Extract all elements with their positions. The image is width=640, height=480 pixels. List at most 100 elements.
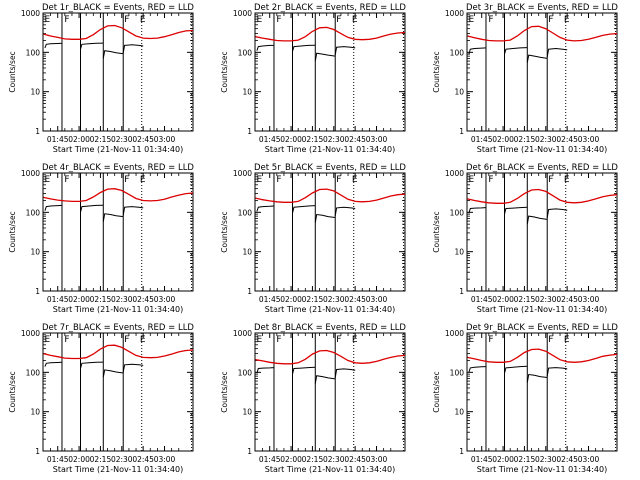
series-line-events: [102, 213, 124, 222]
panel-title: Det 4r_BLACK = Events, RED = LLD: [42, 163, 194, 173]
x-tick-label: 02:30: [323, 295, 345, 304]
marker-label: F: [124, 335, 129, 345]
x-tick-label: 02:00: [280, 455, 302, 464]
x-tick-label: 03:00: [366, 295, 388, 304]
marker-label: E: [468, 15, 474, 25]
y-tick-label: 100: [26, 48, 41, 57]
series-line-events: [468, 47, 487, 55]
panel-title: Det 8r_BLACK = Events, RED = LLD: [254, 323, 406, 333]
y-tick-label: 100: [450, 208, 465, 217]
panel-title: Det 7r_BLACK = Events, RED = LLD: [42, 323, 194, 333]
series-line-events: [292, 366, 316, 375]
x-axis-label: Start Time (21-Nov-11 01:34:40): [265, 465, 395, 474]
marker-label: E: [256, 15, 262, 25]
plot-frame: [42, 332, 194, 452]
series-line-lld: [255, 188, 406, 203]
marker-label: E: [44, 15, 50, 25]
y-tick-label: 10: [30, 88, 40, 97]
x-tick-label: 01:45: [47, 135, 69, 144]
marker-label: F: [548, 15, 553, 25]
series-line-lld: [43, 24, 194, 40]
x-tick-label: 02:45: [132, 295, 154, 304]
y-axis-label: Counts/sec: [220, 371, 229, 412]
x-axis-label: Start Time (21-Nov-11 01:34:40): [53, 145, 183, 154]
series-line-lld: [255, 349, 406, 365]
x-tick-label: 02:45: [344, 455, 366, 464]
marker-label: E: [352, 175, 358, 185]
panel-title: Det 5r_BLACK = Events, RED = LLD: [254, 163, 406, 173]
x-tick-label: 03:00: [578, 295, 600, 304]
marker-label: F: [64, 175, 69, 185]
y-tick-label: 100: [238, 48, 253, 57]
detector-panel-6: Det 6r_BLACK = Events, RED = LLD 1 10 100 10…: [432, 163, 618, 314]
panel-title: Det 3r_BLACK = Events, RED = LLD: [466, 3, 618, 13]
marker-label: F: [336, 15, 341, 25]
y-tick-label: 1: [459, 447, 464, 456]
series-line-lld: [43, 344, 194, 360]
x-tick-label: 03:00: [578, 135, 600, 144]
plot-frame: [466, 332, 618, 452]
marker-label: E: [564, 15, 570, 25]
marker-label: F: [548, 335, 553, 345]
panel-title: Det 6r_BLACK = Events, RED = LLD: [466, 163, 618, 173]
marker-label: F: [64, 15, 69, 25]
x-tick-label: 02:30: [535, 135, 557, 144]
x-axis-label: Start Time (21-Nov-11 01:34:40): [477, 145, 607, 154]
y-tick-label: 10: [242, 248, 252, 257]
x-tick-label: 03:00: [154, 295, 176, 304]
y-tick-label: 1000: [233, 169, 252, 178]
x-axis-label: Start Time (21-Nov-11 01:34:40): [265, 305, 395, 314]
x-tick-label: 03:00: [154, 135, 176, 144]
y-tick-label: 100: [450, 48, 465, 57]
x-tick-label: 02:15: [302, 455, 324, 464]
y-tick-label: 100: [238, 368, 253, 377]
series-line-events: [526, 54, 548, 63]
plot-frame: [466, 172, 618, 292]
y-tick-label: 10: [454, 248, 464, 257]
x-tick-label: 02:00: [492, 455, 514, 464]
x-tick-label: 01:45: [471, 135, 493, 144]
marker-label: F: [124, 175, 129, 185]
x-tick-label: 03:00: [366, 135, 388, 144]
x-tick-label: 02:30: [323, 455, 345, 464]
series-line-lld: [467, 25, 618, 42]
series-line-events: [468, 207, 487, 214]
series-line-events: [256, 367, 275, 374]
x-tick-label: 02:00: [68, 135, 90, 144]
y-tick-label: 100: [26, 208, 41, 217]
marker-label: E: [564, 175, 570, 185]
marker-label: E: [140, 15, 146, 25]
x-tick-label: 02:15: [514, 135, 536, 144]
y-tick-label: 1: [35, 287, 40, 296]
x-axis-label: Start Time (21-Nov-11 01:34:40): [477, 305, 607, 314]
y-tick-label: 1000: [21, 169, 40, 178]
x-tick-label: 02:00: [280, 295, 302, 304]
marker-label: E: [352, 15, 358, 25]
series-line-lld: [255, 26, 406, 42]
marker-label: F: [276, 335, 281, 345]
y-tick-label: 10: [242, 408, 252, 417]
series-line-events: [292, 44, 316, 52]
marker-label: E: [140, 175, 146, 185]
x-tick-label: 03:00: [154, 455, 176, 464]
series-line-events: [80, 42, 104, 50]
x-tick-label: 02:15: [302, 135, 324, 144]
y-tick-label: 10: [30, 248, 40, 257]
panel-title: Det 9r_BLACK = Events, RED = LLD: [466, 323, 618, 333]
y-tick-label: 10: [30, 408, 40, 417]
y-tick-label: 100: [238, 208, 253, 217]
x-tick-label: 02:15: [514, 455, 536, 464]
y-tick-label: 1: [247, 127, 252, 136]
y-tick-label: 100: [450, 368, 465, 377]
x-tick-label: 02:30: [111, 295, 133, 304]
series-line-events: [314, 375, 336, 384]
series-line-events: [256, 205, 275, 212]
series-line-events: [504, 365, 528, 374]
series-line-events: [546, 367, 568, 377]
x-tick-label: 02:30: [535, 455, 557, 464]
detector-panel-3: Det 3r_BLACK = Events, RED = LLD 1 10 100 10…: [432, 3, 618, 154]
plot-frame: [254, 332, 406, 452]
y-tick-label: 10: [454, 88, 464, 97]
x-tick-label: 03:00: [578, 455, 600, 464]
series-line-events: [526, 215, 548, 225]
